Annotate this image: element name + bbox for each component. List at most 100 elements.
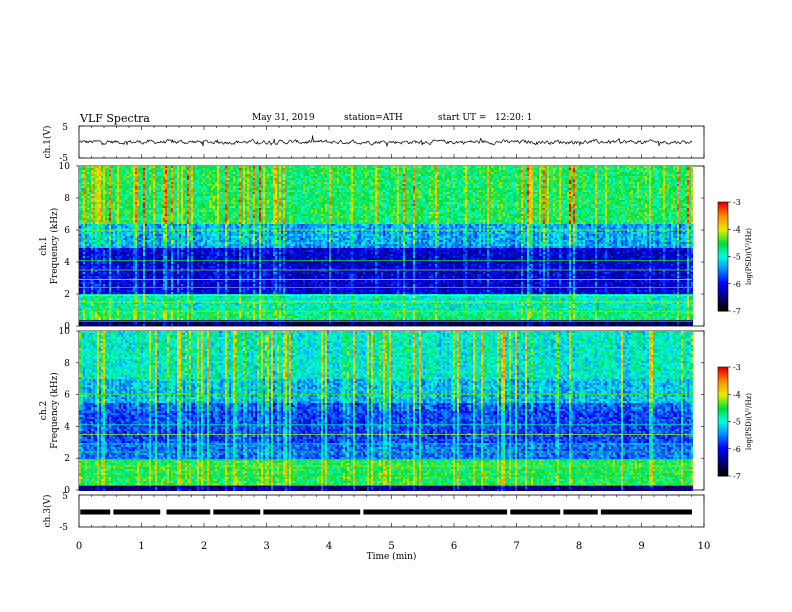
spectrogram-cell: [433, 178, 435, 180]
spectrogram-cell: [95, 168, 97, 170]
spectrogram-cell: [641, 178, 643, 180]
spectrogram-cell: [187, 172, 189, 174]
spectrogram-cell: [105, 178, 107, 180]
spectrogram-cell: [101, 168, 103, 170]
spectrogram-cell: [455, 172, 457, 174]
spectrogram-cell: [613, 166, 615, 168]
spectrogram-cell: [313, 174, 315, 176]
spectrogram-cell: [461, 176, 463, 178]
spectrogram-cell: [85, 182, 87, 184]
spectrogram-cell: [243, 172, 245, 174]
spectrogram-cell: [313, 170, 315, 172]
spectrogram-cell: [307, 170, 309, 172]
spectrogram-cell: [85, 166, 87, 168]
spectrogram-cell: [479, 172, 481, 174]
spectrogram-cell: [547, 176, 549, 178]
spectrogram-cell: [555, 172, 557, 174]
spectrogram-cell: [607, 178, 609, 180]
spectrogram-cell: [167, 166, 169, 168]
spectrogram-cell: [489, 180, 491, 182]
spectrogram-cell: [125, 168, 127, 170]
spectrogram-cell: [205, 174, 207, 176]
spectrogram-cell: [99, 178, 101, 180]
spectrogram-cell: [417, 178, 419, 180]
spectrogram-cell: [519, 166, 521, 168]
spectrogram-cell: [583, 168, 585, 170]
spectrogram-cell: [243, 168, 245, 170]
spectrogram-cell: [571, 172, 573, 174]
spectrogram-cell: [453, 180, 455, 182]
spectrogram-cell: [363, 166, 365, 168]
spectrogram-cell: [169, 178, 171, 180]
spectrogram-cell: [629, 180, 631, 182]
spectrogram-cell: [425, 172, 427, 174]
spectrogram-cell: [649, 180, 651, 182]
spectrogram-cell: [419, 178, 421, 180]
spectrogram-cell: [587, 172, 589, 174]
spectrogram-cell: [185, 176, 187, 178]
spectrogram-cell: [119, 170, 121, 172]
spectrogram-cell: [501, 172, 503, 174]
spectrogram-cell: [619, 176, 621, 178]
spectrogram-cell: [373, 166, 375, 168]
spectrogram-cell: [275, 176, 277, 178]
spectrogram-cell: [527, 176, 529, 178]
spectrogram-cell: [609, 170, 611, 172]
spectrogram-cell: [315, 176, 317, 178]
spectrogram-cell: [173, 178, 175, 180]
spectrogram-cell: [435, 168, 437, 170]
spectrogram-cell: [217, 172, 219, 174]
spectrogram-cell: [393, 180, 395, 182]
spectrogram-cell: [641, 168, 643, 170]
spectrogram-cell: [375, 168, 377, 170]
spectrogram-cell: [245, 178, 247, 180]
spectrogram-cell: [393, 166, 395, 168]
spectrogram-cell: [601, 178, 603, 180]
spectrogram-cell: [321, 178, 323, 180]
spectrogram-cell: [333, 166, 335, 168]
spectrogram-cell: [455, 176, 457, 178]
spectrogram-cell: [219, 170, 221, 172]
spectrogram-cell: [573, 168, 575, 170]
spectrogram-cell: [353, 180, 355, 182]
spectrogram-cell: [661, 166, 663, 168]
spectrogram-cell: [323, 176, 325, 178]
spectrogram-cell: [199, 170, 201, 172]
spectrogram-cell: [191, 176, 193, 178]
spectrogram-cell: [359, 178, 361, 180]
spectrogram-cell: [359, 170, 361, 172]
spectrogram-cell: [147, 168, 149, 170]
spectrogram-cell: [431, 172, 433, 174]
spectrogram-cell: [555, 168, 557, 170]
spectrogram-cell: [379, 178, 381, 180]
spectrogram-cell: [591, 180, 593, 182]
spectrogram-cell: [603, 172, 605, 174]
spectrogram-cell: [133, 178, 135, 180]
spectrogram-cell: [465, 174, 467, 176]
spectrogram-cell: [481, 168, 483, 170]
spectrogram-cell: [507, 174, 509, 176]
spectrogram-cell: [201, 178, 203, 180]
spectrogram-cell: [609, 172, 611, 174]
spectrogram-cell: [263, 172, 265, 174]
spectrogram-cell: [403, 174, 405, 176]
spectrogram-cell: [539, 168, 541, 170]
spectrogram-cell: [343, 180, 345, 182]
spectrogram-cell: [163, 170, 165, 172]
spectrogram-cell: [453, 170, 455, 172]
spectrogram-cell: [313, 172, 315, 174]
spectrogram-cell: [391, 168, 393, 170]
spectrogram-cell: [107, 178, 109, 180]
spectrogram-cell: [289, 170, 291, 172]
spectrogram-cell: [215, 180, 217, 182]
spectrogram-cell: [657, 174, 659, 176]
spectrogram-cell: [109, 174, 111, 176]
spectrogram-cell: [309, 176, 311, 178]
spectrogram-cell: [417, 174, 419, 176]
spectrogram-cell: [229, 172, 231, 174]
spectrogram-cell: [423, 166, 425, 168]
spectrogram-cell: [651, 178, 653, 180]
spectrogram-cell: [197, 168, 199, 170]
spectrogram-cell: [433, 176, 435, 178]
spectrogram-cell: [309, 168, 311, 170]
